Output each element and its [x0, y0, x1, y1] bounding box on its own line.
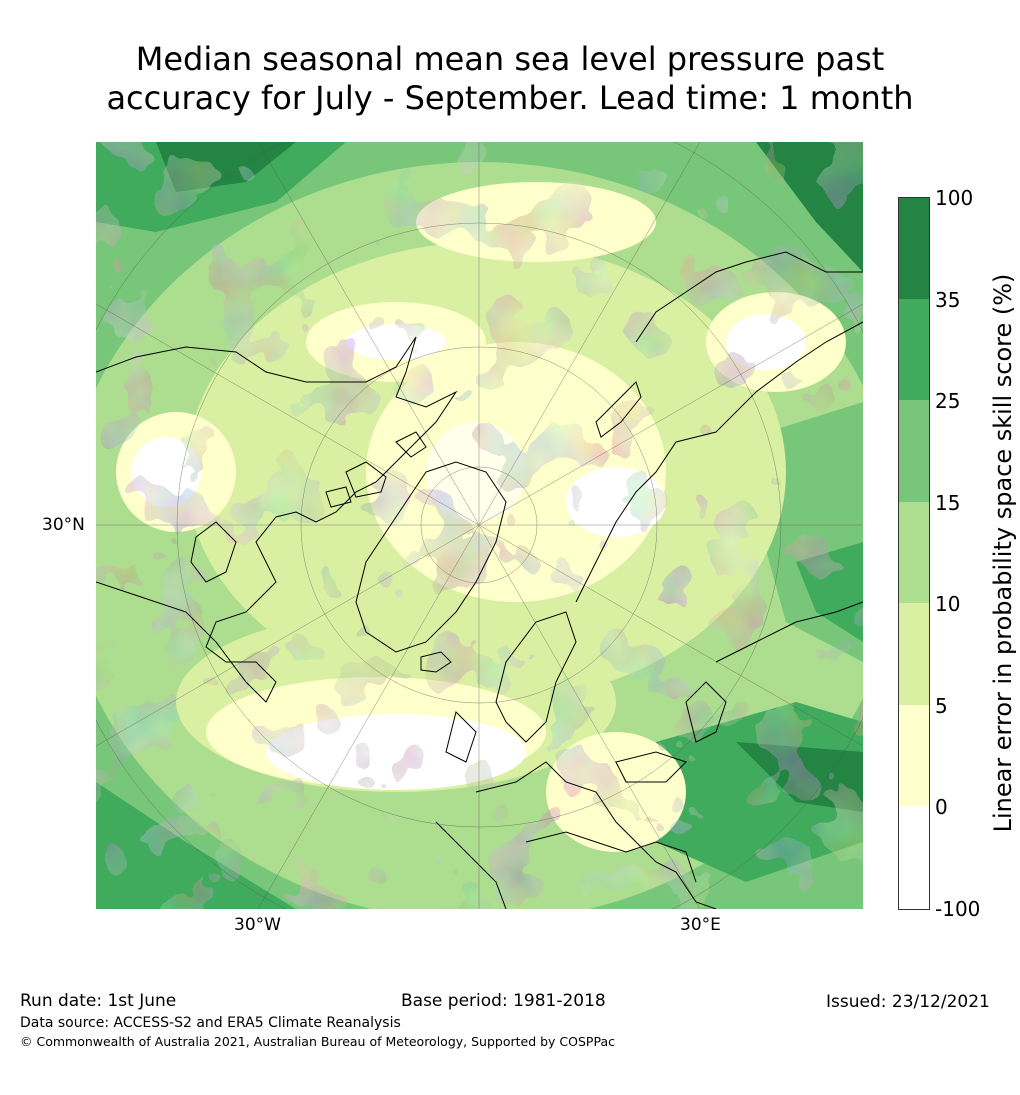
novaya-zemlya: [595, 381, 642, 438]
colorbar-bin-35-100: [898, 197, 929, 299]
colorbar-tick-35: 35: [935, 288, 961, 312]
lat-label-30n: 30°N: [42, 515, 85, 535]
colorbar-tick-100: 100: [935, 186, 974, 210]
greenland-coast: [355, 461, 507, 653]
polar-skill-map: [96, 142, 863, 909]
title-line-2: accuracy for July - September. Lead time…: [106, 79, 914, 117]
arctic-islands: [325, 431, 427, 508]
colorbar-bin-0-5: [898, 705, 929, 806]
map-canvas: [96, 142, 863, 909]
europe-coast: [435, 711, 717, 909]
scandinavia-coast: [495, 611, 577, 743]
north-america-coast: [96, 336, 458, 703]
black-sea-coast: [615, 751, 687, 783]
colorbar-bin-15-25: [898, 400, 929, 502]
run-date: Run date: 1st June: [20, 991, 177, 1011]
eurasia-coast: [575, 251, 863, 603]
colorbar-bin-10-15: [898, 502, 929, 603]
base-period: Base period: 1981-2018: [401, 991, 606, 1011]
iceland-coast: [420, 651, 452, 673]
colorbar-tick-25: 25: [935, 389, 961, 413]
title-line-1: Median seasonal mean sea level pressure …: [135, 40, 885, 78]
colorbar-title: Linear error in probability space skill …: [989, 273, 1017, 833]
caspian-coast: [685, 681, 727, 743]
lon-label-30e: 30°E: [680, 915, 721, 935]
colorbar-frame: [898, 197, 930, 910]
hudson-bay-coast: [190, 521, 237, 583]
colorbar-bin-neg100-0: [898, 806, 929, 909]
copyright: © Commonwealth of Australia 2021, Austra…: [20, 1034, 615, 1049]
chart-title: Median seasonal mean sea level pressure …: [0, 40, 1020, 118]
colorbar-tick-0: 0: [935, 795, 948, 819]
data-source: Data source: ACCESS-S2 and ERA5 Climate …: [20, 1015, 401, 1031]
colorbar-tick-neg100: -100: [935, 897, 981, 921]
mediterranean-coast: [525, 831, 697, 883]
colorbar-bin-5-10: [898, 603, 929, 705]
lon-label-30w: 30°W: [234, 915, 281, 935]
asia-interior-border: [715, 601, 863, 663]
colorbar-tick-5: 5: [935, 694, 948, 718]
colorbar: [898, 197, 930, 910]
colorbar-bin-25-35: [898, 299, 929, 400]
coastlines: [96, 251, 863, 909]
colorbar-tick-10: 10: [935, 592, 961, 616]
colorbar-tick-15: 15: [935, 491, 961, 515]
graticule: [96, 142, 863, 909]
issued-date: Issued: 23/12/2021: [826, 992, 990, 1012]
